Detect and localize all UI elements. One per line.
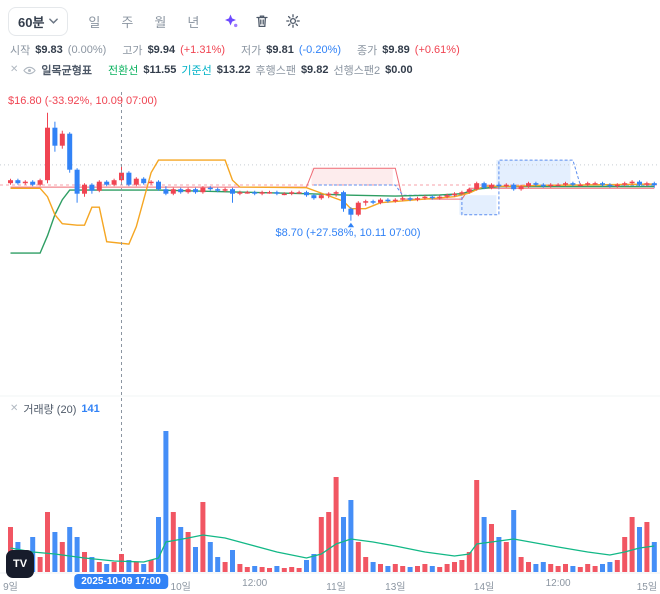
high-value: $9.94	[147, 44, 176, 56]
volume-value: 141	[81, 403, 100, 415]
volume-ma-line	[10, 534, 655, 563]
open-label: 시작	[10, 45, 31, 57]
timeframe-tabs: 일 주 월 년	[88, 12, 199, 31]
volume-legend: ✕ 거래량 (20) 141	[10, 401, 100, 417]
senkou2-label: 선행스팬2	[333, 65, 381, 77]
kijun-value: $13.22	[216, 64, 251, 76]
remove-volume-icon[interactable]: ✕	[10, 403, 19, 414]
chart-provider-logo[interactable]: TV	[6, 550, 34, 578]
axis-label: 12:00	[545, 578, 571, 589]
close-value: $9.89	[382, 44, 410, 56]
close-pct: (+0.61%)	[414, 44, 460, 56]
selected-time-badge: 2025-10-09 17:00	[74, 574, 168, 589]
low-annotation: $8.70 (+27.58%, 10.11 07:00)	[275, 227, 421, 239]
chevron-down-icon	[49, 18, 59, 24]
axis-label: 13일	[385, 582, 406, 593]
tab-day[interactable]: 일	[88, 14, 101, 30]
high-pct: (+1.31%)	[180, 44, 226, 56]
open-pct: (0.00%)	[67, 44, 107, 56]
toolbar-icons	[223, 13, 301, 29]
indicator-name: 일목균형표	[41, 65, 92, 77]
remove-indicator-icon[interactable]: ✕	[10, 64, 19, 75]
low-value: $9.81	[266, 44, 294, 56]
axis-label: 15일	[636, 582, 658, 593]
high-annotation: $16.80 (-33.92%, 10.09 07:00)	[8, 95, 158, 107]
tab-year[interactable]: 년	[187, 14, 200, 30]
close-label: 종가	[357, 45, 378, 57]
axis-label: 10일	[170, 582, 191, 593]
ichimoku-cloud-layer	[311, 160, 571, 215]
gear-icon[interactable]	[285, 13, 301, 29]
tenkan-label: 전환선	[108, 65, 139, 77]
tab-month[interactable]: 월	[154, 14, 167, 30]
low-pct: (-0.20%)	[298, 44, 342, 56]
chikou-label: 후행스팬	[255, 65, 296, 77]
low-label: 저가	[241, 45, 262, 57]
senkou2-value: $0.00	[385, 64, 413, 76]
time-axis: 9일 10일 12:00 11일 13일 14일 12:00 15일	[0, 578, 660, 594]
tenkan-value: $11.55	[143, 64, 177, 76]
axis-label: 9일	[3, 582, 18, 593]
axis-label: 11일	[326, 582, 346, 593]
axis-label: 12:00	[242, 578, 268, 589]
chart-toolbar: 60분 일 주 월 년	[8, 6, 301, 36]
kijun-label: 기준선	[181, 65, 212, 77]
trash-icon[interactable]	[254, 13, 270, 29]
ichimoku-legend: ✕ 일목균형표 전환선 $11.55 기준선 $13.22 후행스팬 $9.82…	[10, 62, 413, 78]
low-marker	[347, 222, 355, 228]
timeframe-label: 60분	[18, 14, 45, 30]
logo-text: TV	[12, 558, 28, 570]
axis-label: 14일	[473, 582, 495, 593]
eye-icon[interactable]	[23, 64, 37, 77]
ohlc-legend: 시작 $9.83 (0.00%) 고가 $9.94 (+1.31%) 저가 $9…	[10, 42, 460, 58]
chikou-value: $9.82	[300, 64, 329, 76]
volume-layer	[8, 431, 657, 572]
tab-week[interactable]: 주	[121, 14, 134, 30]
volume-label: 거래량 (20)	[23, 404, 77, 416]
high-label: 고가	[122, 45, 143, 57]
open-value: $9.83	[35, 44, 63, 56]
candlestick-layer	[8, 112, 657, 221]
indicators-magic-icon[interactable]	[223, 13, 239, 29]
timeframe-dropdown[interactable]: 60분	[8, 6, 69, 36]
